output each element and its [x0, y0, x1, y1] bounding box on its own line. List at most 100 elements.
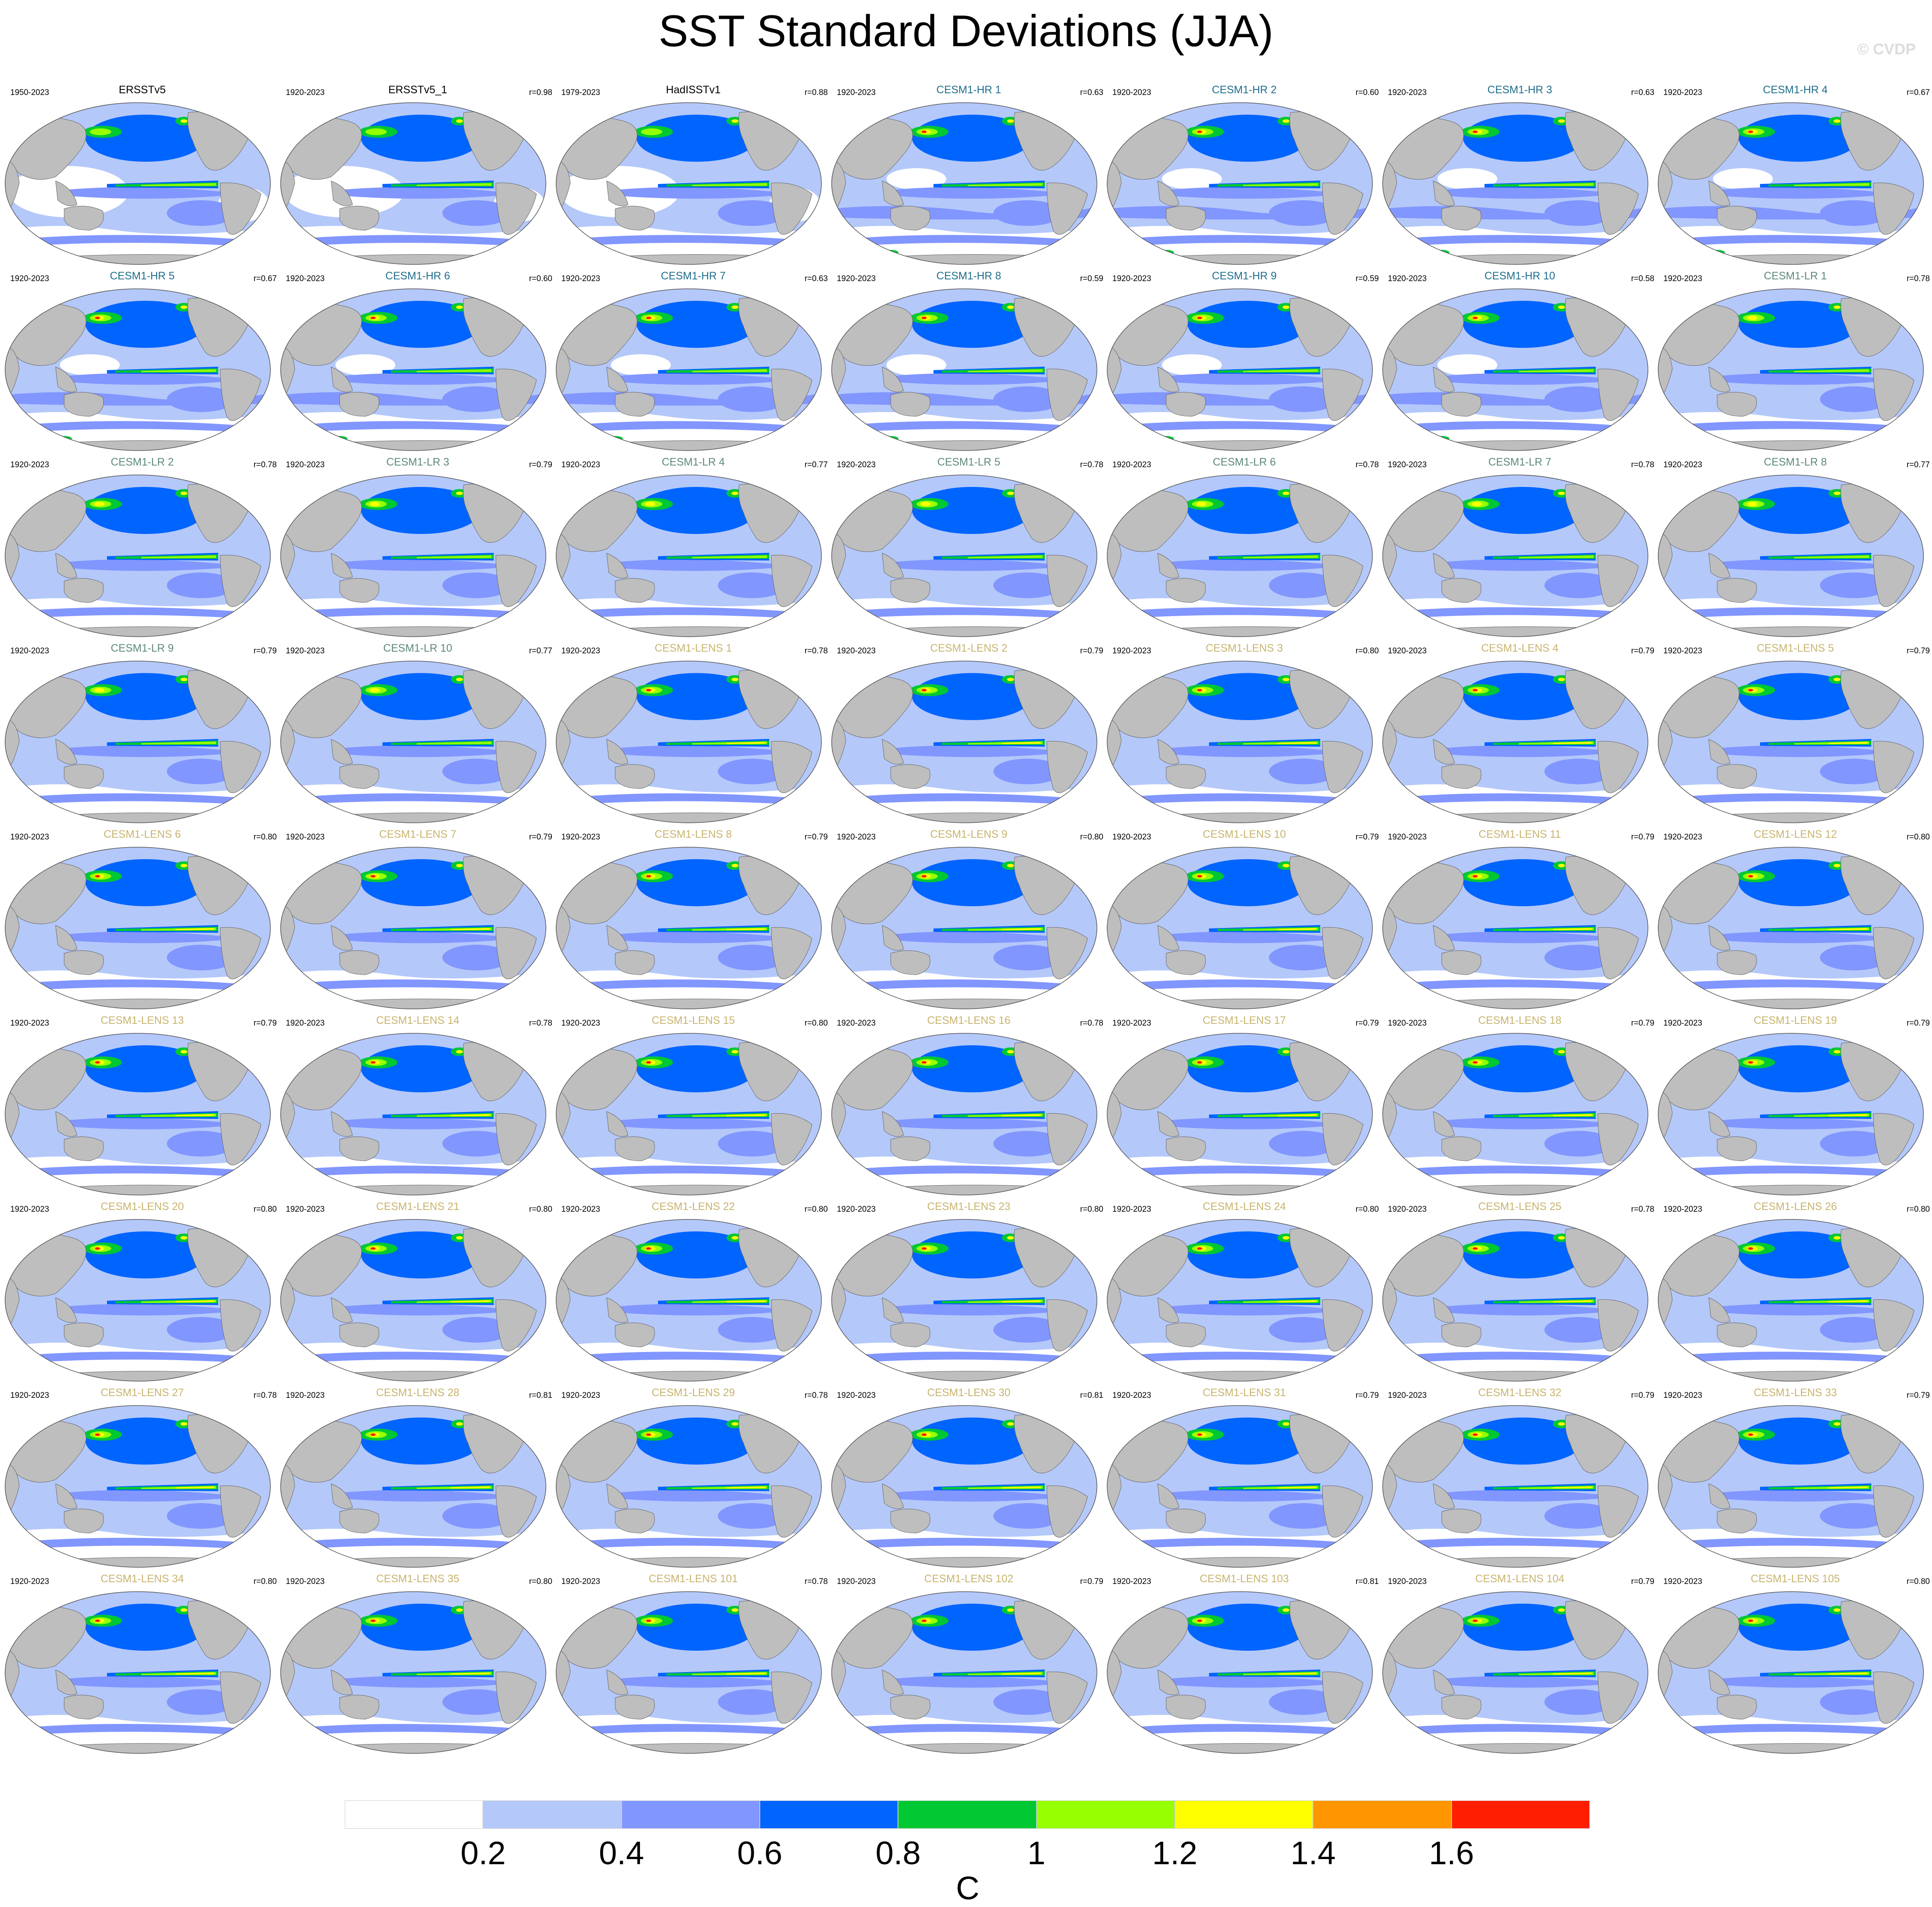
- sst-map: [831, 847, 1097, 1009]
- panel-period: 1920-2023: [837, 88, 876, 97]
- panel-period: 1920-2023: [1112, 460, 1151, 469]
- panel-correlation: r=0.79: [1631, 1577, 1654, 1586]
- sst-map: [1658, 102, 1924, 265]
- land-mass: [1695, 626, 1889, 637]
- land-mass: [1695, 440, 1889, 451]
- map-panel: 1920-2023 CESM1-HR 9 r=0.59: [1106, 270, 1382, 459]
- panel-period: 1920-2023: [1663, 88, 1702, 97]
- land-mass: [64, 578, 104, 603]
- panel-title: CESM1-LENS 33: [1754, 1387, 1837, 1399]
- land-mass: [495, 1485, 537, 1538]
- land-mass: [882, 367, 904, 392]
- panel-title: CESM1-LENS 12: [1754, 828, 1837, 840]
- panel-period: 1920-2023: [1663, 460, 1702, 469]
- sst-map: [556, 1219, 822, 1382]
- map-panel: 1920-2023 CESM1-LENS 33 r=0.79: [1657, 1387, 1932, 1576]
- land-mass: [1420, 813, 1613, 823]
- land-mass: [331, 925, 353, 951]
- panel-period: 1920-2023: [1388, 460, 1427, 469]
- land-mass: [615, 950, 655, 975]
- colorbar-swatch: [1036, 1800, 1175, 1829]
- panel-title: ERSSTv5_1: [388, 84, 447, 96]
- map-panel: 1920-2023 CESM1-LENS 28 r=0.81: [280, 1387, 556, 1576]
- panel-title: CESM1-LENS 30: [927, 1387, 1010, 1399]
- map-panel: 1920-2023 CESM1-LR 8 r=0.77: [1657, 456, 1932, 645]
- panel-correlation: r=0.78: [804, 1577, 828, 1586]
- land-mass: [1597, 1485, 1639, 1538]
- land-mass: [1597, 182, 1639, 235]
- land-mass: [1717, 1136, 1757, 1161]
- panel-period: 1920-2023: [561, 1577, 600, 1586]
- land-mass: [55, 181, 77, 206]
- land-mass: [1433, 367, 1455, 392]
- land-mass: [1144, 999, 1338, 1009]
- land-mass: [615, 206, 655, 231]
- land-mass: [64, 206, 104, 231]
- panel-title: CESM1-LENS 10: [1203, 828, 1286, 840]
- land-mass: [1441, 764, 1482, 789]
- land-mass: [42, 1185, 236, 1195]
- land-mass: [220, 182, 261, 235]
- land-mass: [882, 181, 904, 206]
- panel-title: CESM1-LENS 23: [927, 1201, 1010, 1213]
- sst-map: [556, 475, 822, 637]
- land-mass: [64, 950, 104, 975]
- panel-period: 1920-2023: [837, 833, 876, 842]
- sst-map: [831, 1219, 1097, 1382]
- land-mass: [1708, 553, 1731, 578]
- land-mass: [64, 1136, 104, 1161]
- sst-map: [5, 847, 271, 1009]
- panel-period: 1920-2023: [286, 647, 325, 655]
- map-panel: 1920-2023 CESM1-LENS 18 r=0.79: [1382, 1014, 1658, 1204]
- sst-map: [831, 1405, 1097, 1568]
- sst-map: [1107, 847, 1373, 1009]
- sst-map: [1107, 475, 1373, 637]
- land-mass: [869, 440, 1062, 451]
- map-panel: 1920-2023 CESM1-LENS 32 r=0.79: [1382, 1387, 1658, 1576]
- land-mass: [64, 764, 104, 789]
- panel-period: 1920-2023: [1388, 1019, 1427, 1028]
- panel-period: 1920-2023: [286, 1577, 325, 1586]
- land-mass: [1873, 1671, 1914, 1724]
- panel-correlation: r=0.80: [1906, 1205, 1930, 1214]
- map-panel: 1920-2023 CESM1-LENS 4 r=0.79: [1382, 642, 1658, 831]
- sst-map: [5, 661, 271, 823]
- map-panel: 1920-2023 CESM1-HR 7 r=0.63: [555, 270, 831, 459]
- panel-title: CESM1-LENS 105: [1751, 1573, 1840, 1585]
- land-mass: [318, 1371, 511, 1381]
- map-panel: 1920-2023 CESM1-LR 7 r=0.78: [1382, 456, 1658, 645]
- land-mass: [339, 950, 379, 975]
- panel-title: CESM1-LENS 7: [379, 828, 456, 840]
- sst-map: [1658, 288, 1924, 451]
- panel-correlation: r=0.78: [253, 1391, 277, 1400]
- land-mass: [318, 440, 511, 451]
- panel-title: CESM1-LR 1: [1763, 270, 1827, 282]
- sst-map: [5, 475, 271, 637]
- land-mass: [1166, 578, 1206, 603]
- panel-title: CESM1-LENS 9: [930, 828, 1007, 840]
- panel-correlation: r=0.78: [1080, 1019, 1103, 1028]
- land-mass: [890, 206, 930, 231]
- panel-title: CESM1-HR 9: [1212, 270, 1277, 282]
- land-mass: [606, 367, 628, 392]
- land-mass: [1873, 927, 1914, 979]
- land-mass: [220, 927, 261, 979]
- panel-title: CESM1-HR 3: [1487, 84, 1553, 96]
- colorbar-tick-label: 1.6: [1428, 1835, 1474, 1871]
- panel-title: CESM1-LENS 19: [1754, 1014, 1837, 1026]
- panel-correlation: r=0.79: [1906, 647, 1930, 655]
- land-mass: [882, 739, 904, 765]
- map-panel: 1920-2023 CESM1-LENS 22 r=0.80: [555, 1201, 831, 1390]
- land-mass: [1873, 368, 1914, 421]
- panel-correlation: r=0.79: [1631, 1019, 1654, 1028]
- land-mass: [42, 999, 236, 1009]
- map-panel: 1920-2023 CESM1-LENS 3 r=0.80: [1106, 642, 1382, 831]
- land-mass: [331, 739, 353, 765]
- land-mass: [615, 392, 655, 417]
- land-mass: [1717, 764, 1757, 789]
- land-mass: [1597, 1113, 1639, 1166]
- panel-title: CESM1-HR 2: [1212, 84, 1277, 96]
- land-mass: [1144, 1371, 1338, 1381]
- panel-title: CESM1-LENS 103: [1200, 1573, 1289, 1585]
- colorbar-swatch: [621, 1800, 760, 1829]
